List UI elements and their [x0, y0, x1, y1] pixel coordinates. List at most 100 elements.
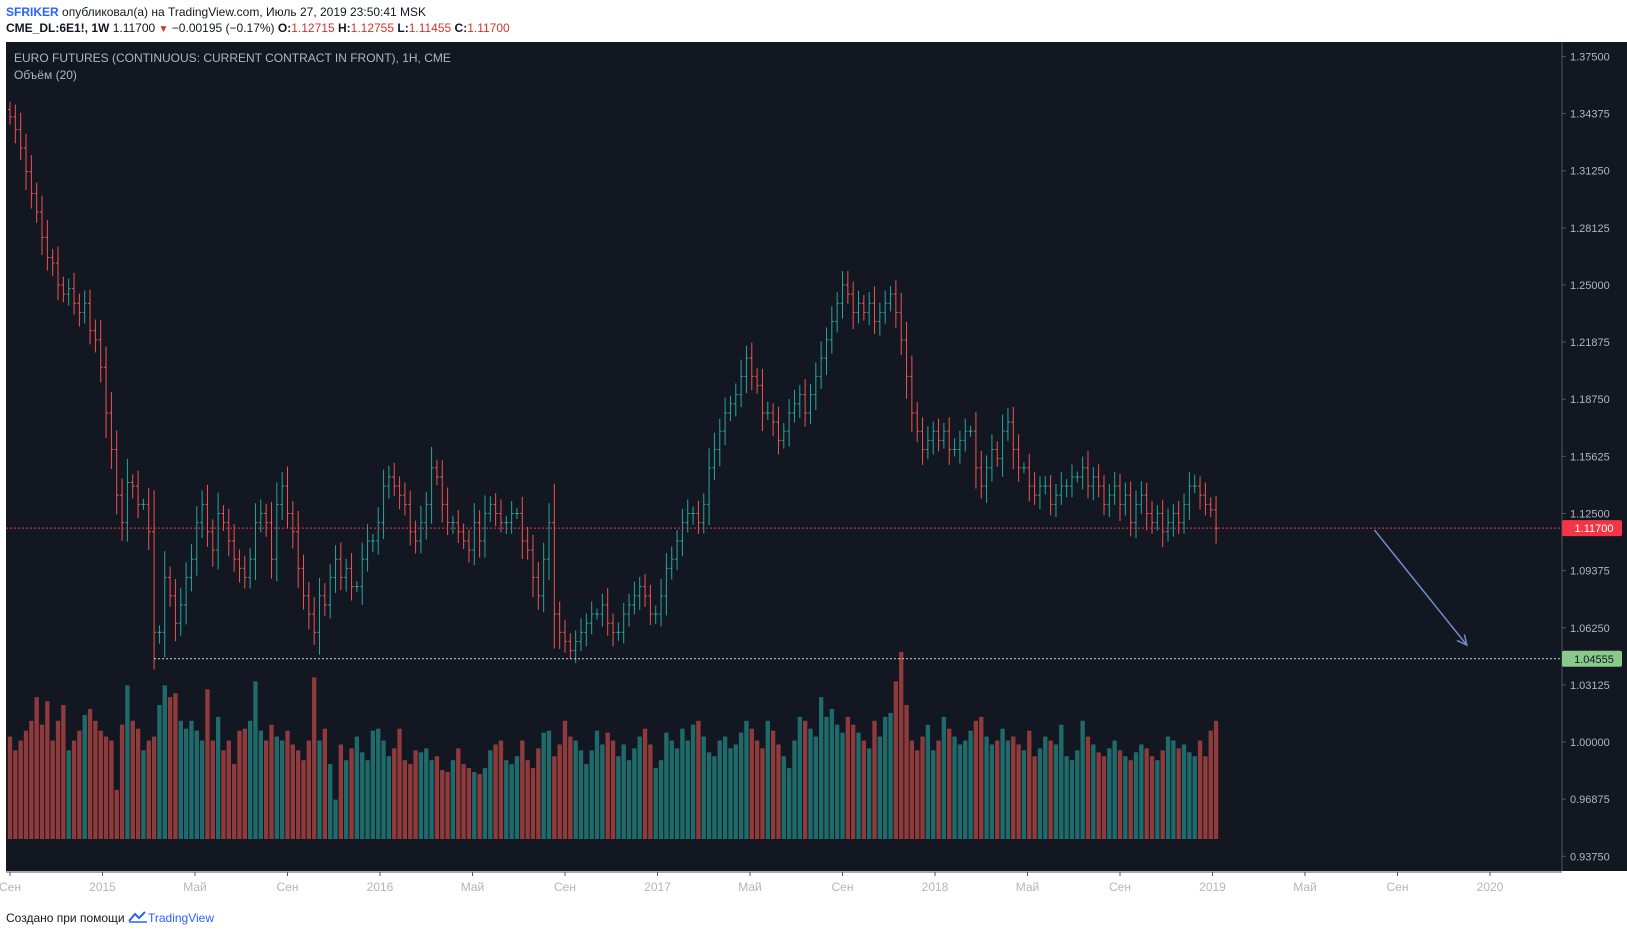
ohlc-bar: [237, 549, 242, 583]
ohlc-bar: [269, 501, 274, 579]
ohlc-bar: [312, 597, 317, 645]
ohlc-bar: [739, 359, 744, 408]
support-price-badge: 1.04555: [1562, 650, 1622, 667]
ohlc-bar: [381, 469, 386, 540]
chart-title: EURO FUTURES (CONTINUOUS: CURRENT CONTRA…: [14, 51, 451, 65]
ohlc-bar: [1144, 482, 1149, 531]
volume-bar: [915, 750, 920, 839]
volume-bar: [119, 724, 125, 839]
ohlc-bar: [285, 466, 290, 529]
publish-info: SFRIKER опубликовал(а) на TradingView.co…: [6, 5, 426, 19]
volume-bar: [621, 744, 626, 839]
ohlc-bar: [184, 562, 189, 625]
close-value: 1.11700: [467, 21, 510, 35]
ohlc-bar: [829, 306, 834, 354]
ohlc-bar: [408, 490, 413, 546]
ohlc-bar: [1021, 462, 1026, 474]
volume-bar: [1133, 752, 1139, 839]
volume-bar: [61, 705, 66, 839]
volume-bar: [642, 728, 648, 839]
ohlc-bar: [541, 542, 546, 613]
price-scale[interactable]: [1562, 42, 1627, 871]
ohlc-bar: [1059, 472, 1064, 505]
volume-bar: [440, 770, 445, 839]
ohlc-bar: [434, 459, 439, 486]
volume-bar: [600, 744, 605, 839]
y-tick-label: 1.12500: [1570, 509, 1610, 521]
volume-bar: [648, 744, 653, 839]
volume-bar: [1069, 760, 1075, 839]
volume-bar: [829, 708, 834, 839]
published-text: опубликовал(а) на TradingView.com, Июль …: [62, 5, 427, 19]
projection-arrow[interactable]: [1373, 529, 1468, 647]
ohlc-bar: [787, 399, 792, 447]
ohlc-bar: [1091, 467, 1096, 501]
volume-bar: [173, 693, 178, 839]
volume-bar: [504, 760, 509, 839]
ohlc-bar: [979, 450, 984, 499]
volume-bar: [546, 730, 552, 839]
ohlc-bar: [995, 441, 1000, 467]
ohlc-bar: [755, 368, 760, 394]
volume-bar: [13, 750, 18, 839]
volume-bar: [1192, 756, 1197, 839]
ohlc-bar: [659, 578, 664, 627]
volume-bar: [1149, 756, 1155, 839]
x-tick-label: Май: [1016, 880, 1040, 894]
ohlc-bar: [29, 155, 34, 209]
volume-bar: [1021, 750, 1027, 839]
volume-bar: [909, 740, 915, 839]
volume-bar: [664, 732, 669, 839]
ohlc-bar: [77, 293, 82, 327]
volume-bar: [290, 744, 296, 839]
ohlc-bar: [1032, 472, 1037, 505]
volume-bar: [792, 740, 797, 839]
volume-bar: [818, 697, 824, 839]
volume-bar: [744, 720, 749, 839]
close-label: C:: [454, 21, 468, 35]
ohlc-bar: [909, 355, 914, 433]
volume-bar: [1203, 756, 1208, 839]
volume-bar: [221, 750, 226, 839]
author-name[interactable]: SFRIKER: [6, 5, 59, 19]
volume-legend: Объём (20): [14, 68, 77, 82]
open-value: 1.12715: [291, 21, 335, 35]
ohlc-bar: [861, 295, 866, 321]
ohlc-bar: [1000, 414, 1005, 477]
ohlc-bar: [1048, 475, 1053, 516]
volume-bar: [653, 768, 658, 839]
ohlc-bar: [771, 403, 776, 437]
volume-bar: [781, 756, 786, 839]
volume-bar: [1032, 756, 1037, 839]
volume-bar: [573, 740, 578, 839]
ohlc-bar: [840, 271, 845, 319]
y-tick-label: 1.25000: [1570, 280, 1610, 292]
x-tick-label: Сен: [1387, 880, 1409, 894]
volume-bar: [135, 728, 141, 839]
volume-bar: [55, 720, 61, 839]
ohlc-bar: [957, 430, 962, 464]
volume-bar: [979, 716, 984, 839]
ohlc-bar: [456, 510, 461, 543]
volume-bar: [338, 744, 344, 839]
volume-bar: [995, 740, 1000, 839]
volume-bar: [1197, 740, 1203, 839]
volume-bar: [29, 720, 34, 839]
ohlc-bar: [322, 583, 327, 617]
volume-bar: [98, 730, 103, 839]
ohlc-bar: [1112, 472, 1117, 505]
ohlc-bar: [82, 290, 87, 324]
y-tick-label: 1.00000: [1570, 737, 1610, 749]
volume-bar: [1027, 730, 1032, 839]
footer-brand-link[interactable]: TradingView: [147, 911, 215, 925]
volume-bar: [541, 732, 546, 839]
volume-bar: [509, 764, 514, 839]
volume-bar: [904, 705, 909, 839]
ohlc-bar: [973, 411, 978, 489]
volume-bar: [456, 748, 461, 839]
volume-bar: [269, 724, 274, 839]
plot-area[interactable]: [6, 42, 1562, 871]
ohlc-bar: [637, 576, 642, 610]
ohlc-bar: [1139, 481, 1144, 515]
